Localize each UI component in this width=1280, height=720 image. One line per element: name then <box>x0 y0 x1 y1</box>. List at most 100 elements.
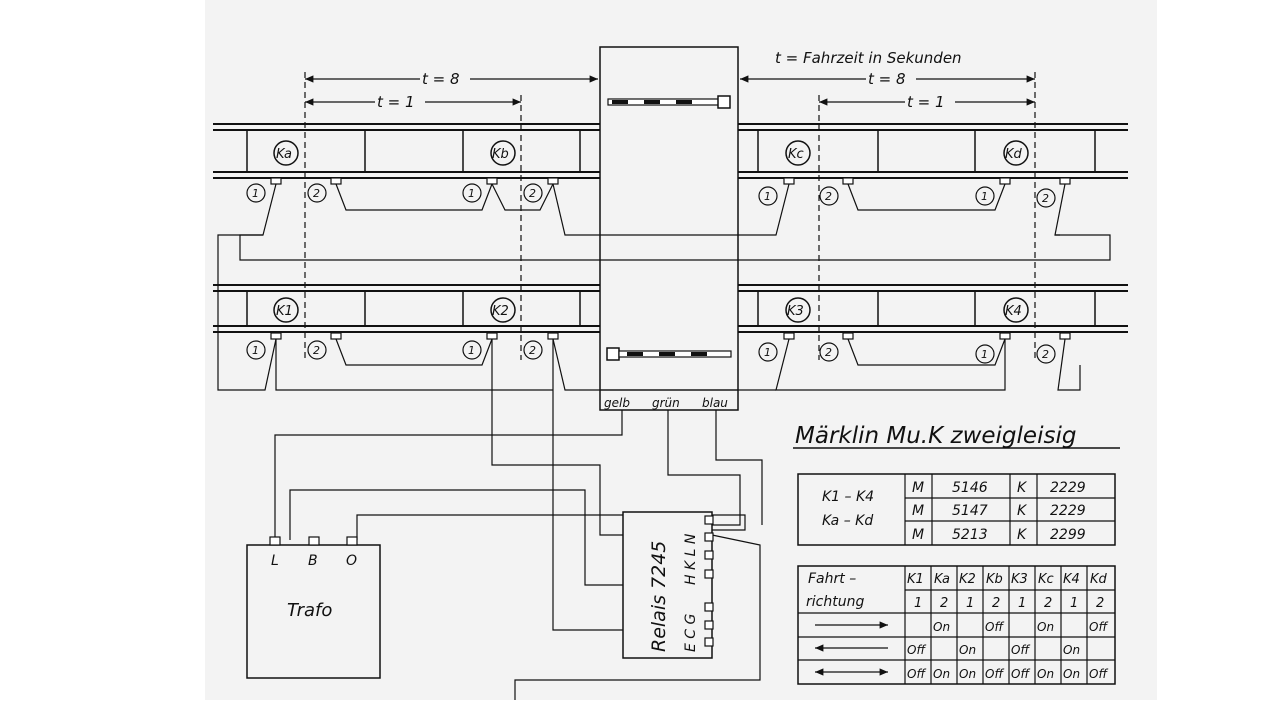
direction-num: 2 <box>1096 596 1104 611</box>
direction-cell: On <box>1063 667 1080 681</box>
parts-cell: K <box>1017 527 1028 543</box>
contact-label-kd: Kd <box>1005 147 1023 162</box>
contact-label-k4: K4 <box>1005 304 1022 319</box>
upper-num-1c: 1 <box>764 190 771 203</box>
parts-cell: M <box>912 480 924 496</box>
direction-col-header: Kd <box>1090 572 1108 587</box>
parts-cell: 2299 <box>1050 527 1086 543</box>
wiring <box>217 183 1111 700</box>
trafo-title: Trafo <box>287 600 332 621</box>
lower-num-1b: 1 <box>468 344 475 357</box>
direction-col-header: K1 <box>907 572 924 587</box>
direction-col-header: K2 <box>959 572 976 587</box>
direction-cell: On <box>933 667 950 681</box>
parts-table: K1 – K4 Ka – Kd M 5146 K 2229 M 5147 K 2… <box>797 473 1116 546</box>
direction-num: 1 <box>1070 596 1078 611</box>
upper-barrier-icon <box>607 95 731 109</box>
parts-cell: M <box>912 503 924 519</box>
parts-label-ka-kd: Ka – Kd <box>822 513 873 529</box>
t1-right-label: t = 1 <box>907 93 945 111</box>
parts-cell: 5146 <box>952 480 988 496</box>
direction-cell: Off <box>985 667 1004 681</box>
lower-num-2c: 2 <box>825 346 832 359</box>
direction-num: 1 <box>966 596 974 611</box>
lower-num-2b: 2 <box>529 344 536 357</box>
contact-label-k1: K1 <box>276 304 293 319</box>
trafo: L B O Trafo <box>246 536 381 679</box>
timing-dimensions: t = Fahrzeit in Sekunden t = 8 t = 1 t =… <box>304 49 1036 360</box>
direction-cell: On <box>1037 667 1054 681</box>
trafo-terminal-l: L <box>271 553 279 569</box>
direction-cell: Off <box>1011 667 1030 681</box>
lower-num-1c: 1 <box>764 346 771 359</box>
relay-title: Relais 7245 <box>648 541 670 652</box>
direction-col-header: Kc <box>1038 572 1054 587</box>
t8-left-label: t = 8 <box>422 70 460 88</box>
direction-num: 2 <box>1044 596 1052 611</box>
lower-num-2a: 2 <box>313 344 320 357</box>
upper-num-2c: 2 <box>825 190 832 203</box>
parts-cell: K <box>1017 480 1028 496</box>
direction-col-header: Kb <box>986 572 1003 587</box>
trafo-terminal-b: B <box>308 553 318 569</box>
direction-col-header: K4 <box>1063 572 1080 587</box>
t1-left-label: t = 1 <box>377 93 415 111</box>
lower-num-1d: 1 <box>981 348 988 361</box>
upper-num-1b: 1 <box>468 187 475 200</box>
upper-num-2b: 2 <box>529 187 536 200</box>
lower-num-1a: 1 <box>252 344 259 357</box>
direction-header-1: Fahrt – <box>808 571 856 587</box>
direction-table: Fahrt – richtung K1 Ka K2 Kb K3 Kc K4 Kd… <box>797 565 1116 685</box>
direction-num: 2 <box>940 596 948 611</box>
parts-label-k1-k4: K1 – K4 <box>822 489 874 505</box>
direction-cell: Off <box>1011 643 1030 657</box>
parts-cell: 2229 <box>1050 503 1086 519</box>
direction-cell: On <box>1037 620 1054 634</box>
upper-num-2a: 2 <box>313 187 320 200</box>
wire-label-gelb: gelb <box>604 396 630 410</box>
direction-cell: Off <box>1089 667 1108 681</box>
lower-barrier-icon <box>606 347 732 361</box>
lower-contacts: K1 K2 K3 K4 1 2 1 2 1 2 1 2 <box>246 297 1071 364</box>
direction-col-header: K3 <box>1011 572 1028 587</box>
lower-num-2d: 2 <box>1042 348 1049 361</box>
direction-header-2: richtung <box>806 594 864 610</box>
direction-cell: On <box>933 620 950 634</box>
upper-num-2d: 2 <box>1042 192 1049 205</box>
fahrzeit-legend: t = Fahrzeit in Sekunden <box>775 49 962 67</box>
contact-label-k2: K2 <box>492 304 509 319</box>
direction-cell: On <box>959 643 976 657</box>
trafo-terminal-o: O <box>346 553 357 569</box>
relay-7245: Relais 7245 H K L N E C G <box>622 511 714 659</box>
direction-cell: Off <box>907 667 926 681</box>
upper-num-1a: 1 <box>252 187 259 200</box>
parts-cell: 5147 <box>952 503 988 519</box>
wire-label-blau: blau <box>702 396 728 410</box>
direction-cell: Off <box>985 620 1004 634</box>
contact-label-ka: Ka <box>276 147 292 162</box>
t8-right-label: t = 8 <box>868 70 906 88</box>
upper-num-1d: 1 <box>981 190 988 203</box>
parts-cell: 2229 <box>1050 480 1086 496</box>
level-crossing: gelb grün blau <box>599 46 739 411</box>
direction-cell: Off <box>907 643 926 657</box>
relay-bottom-pins: E C G <box>683 613 699 652</box>
diagram-title: Märklin Mu.K zweigleisig <box>795 423 1076 449</box>
contact-label-k3: K3 <box>787 304 804 319</box>
contact-label-kc: Kc <box>788 147 804 162</box>
direction-col-header: Ka <box>934 572 950 587</box>
parts-cell: K <box>1017 503 1028 519</box>
direction-cell: On <box>959 667 976 681</box>
direction-cell: On <box>1063 643 1080 657</box>
direction-num: 1 <box>1018 596 1026 611</box>
upper-contacts: Ka Kb Kc Kd 1 2 1 2 1 2 1 2 <box>246 140 1071 208</box>
contact-label-kb: Kb <box>492 147 509 162</box>
parts-cell: 5213 <box>952 527 988 543</box>
parts-cell: M <box>912 527 924 543</box>
direction-num: 1 <box>914 596 922 611</box>
direction-num: 2 <box>992 596 1000 611</box>
wire-label-gruen: grün <box>652 396 680 410</box>
relay-top-pins: H K L N <box>683 533 699 585</box>
direction-cell: Off <box>1089 620 1108 634</box>
